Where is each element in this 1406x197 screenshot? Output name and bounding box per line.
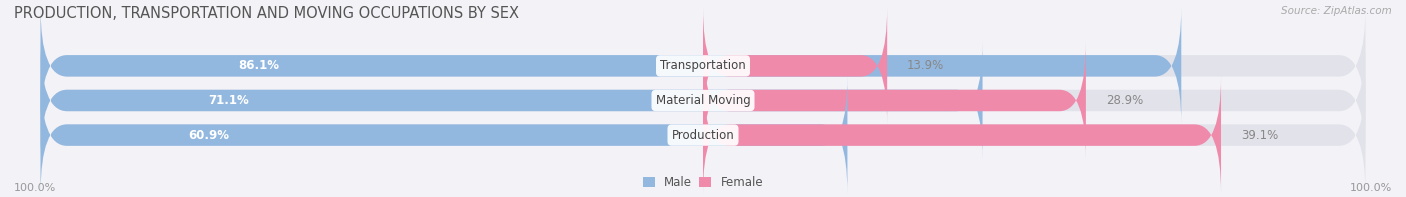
Text: Source: ZipAtlas.com: Source: ZipAtlas.com: [1281, 6, 1392, 16]
Text: 71.1%: 71.1%: [208, 94, 249, 107]
Text: 60.9%: 60.9%: [188, 129, 229, 142]
Text: Production: Production: [672, 129, 734, 142]
FancyBboxPatch shape: [703, 7, 887, 124]
Text: 100.0%: 100.0%: [1350, 183, 1392, 193]
Text: 39.1%: 39.1%: [1241, 129, 1278, 142]
Legend: Male, Female: Male, Female: [643, 176, 763, 189]
Text: 28.9%: 28.9%: [1105, 94, 1143, 107]
FancyBboxPatch shape: [41, 42, 983, 159]
FancyBboxPatch shape: [703, 42, 1085, 159]
Text: Material Moving: Material Moving: [655, 94, 751, 107]
FancyBboxPatch shape: [41, 77, 848, 194]
FancyBboxPatch shape: [41, 77, 1365, 194]
FancyBboxPatch shape: [41, 7, 1365, 124]
FancyBboxPatch shape: [703, 77, 1220, 194]
Text: 13.9%: 13.9%: [907, 59, 945, 72]
Text: 100.0%: 100.0%: [14, 183, 56, 193]
FancyBboxPatch shape: [41, 42, 1365, 159]
FancyBboxPatch shape: [41, 7, 1181, 124]
Text: Transportation: Transportation: [661, 59, 745, 72]
Text: PRODUCTION, TRANSPORTATION AND MOVING OCCUPATIONS BY SEX: PRODUCTION, TRANSPORTATION AND MOVING OC…: [14, 6, 519, 21]
Text: 86.1%: 86.1%: [238, 59, 280, 72]
